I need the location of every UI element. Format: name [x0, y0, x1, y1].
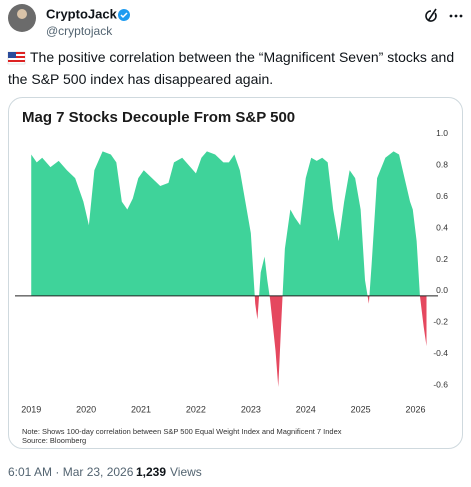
- y-tick-label: -0.2: [433, 317, 448, 327]
- x-tick-label: 2021: [131, 404, 151, 414]
- chart-title: Mag 7 Stocks Decouple From S&P 500: [22, 109, 295, 126]
- x-tick-label: 2026: [406, 404, 426, 414]
- tweet-text: The positive correlation between the “Ma…: [8, 49, 455, 87]
- flag: [7, 51, 26, 65]
- x-tick-label: 2019: [21, 404, 41, 414]
- y-tick-label: 0.0: [436, 285, 448, 295]
- y-tick-label: 0.6: [436, 191, 448, 201]
- author-handle[interactable]: @cryptojack: [46, 24, 113, 38]
- y-tick-label: 0.8: [436, 160, 448, 170]
- chart-note: Note: Shows 100-day correlation between …: [22, 427, 342, 436]
- grok-icon[interactable]: [425, 8, 437, 22]
- y-tick-label: -0.4: [433, 348, 448, 358]
- y-tick-label: 1.0: [436, 128, 448, 138]
- x-tick-label: 2022: [186, 404, 206, 414]
- y-tick-label: 0.2: [436, 254, 448, 264]
- x-tick-label: 2024: [296, 404, 316, 414]
- chart-source: Source: Bloomberg: [22, 436, 86, 445]
- x-tick-label: 2023: [241, 404, 261, 414]
- y-tick-label: -0.6: [433, 379, 448, 389]
- x-tick-label: 2025: [351, 404, 371, 414]
- verified-check: [120, 12, 128, 19]
- view-count: 1,239: [136, 465, 166, 479]
- avatar-face: [17, 9, 27, 19]
- views-label: Views: [170, 465, 202, 479]
- correlation-area: [31, 151, 427, 388]
- tweet-time[interactable]: 6:01 AM · Mar 23, 2026 ·: [8, 465, 141, 479]
- author-name[interactable]: CryptoJack: [46, 6, 118, 21]
- y-tick-label: 0.4: [436, 222, 448, 232]
- x-tick-label: 2020: [76, 404, 96, 414]
- more-button[interactable]: [449, 14, 463, 18]
